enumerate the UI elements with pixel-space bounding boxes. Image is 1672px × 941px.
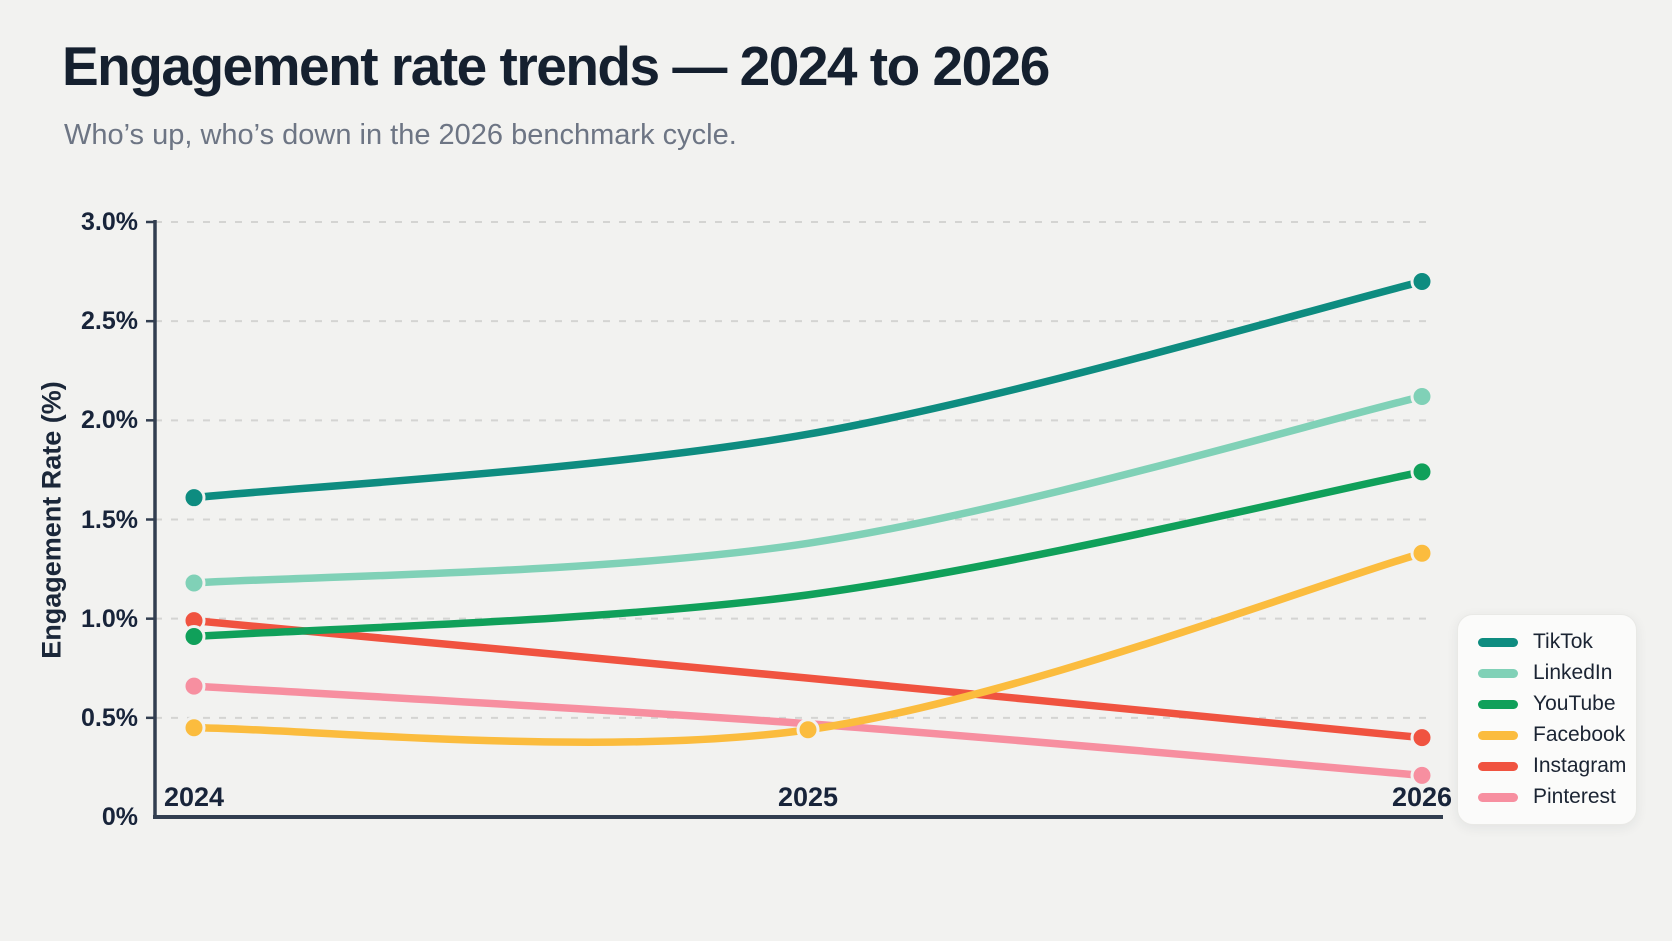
- legend-label: Pinterest: [1533, 785, 1616, 808]
- legend-item-facebook: Facebook: [1478, 723, 1625, 746]
- series-line-tiktok: [190, 277, 1426, 502]
- series-dot-instagram: [1410, 726, 1434, 750]
- y-tick-label: 2.0%: [81, 406, 138, 435]
- y-tick-label: 1.5%: [81, 505, 138, 534]
- x-tick-label: 2024: [163, 782, 225, 812]
- legend-item-pinterest: Pinterest: [1478, 785, 1616, 808]
- x-tick-label: 2025: [777, 782, 839, 812]
- y-tick-label: 0.5%: [81, 703, 138, 732]
- series-dot-pinterest: [1410, 763, 1434, 787]
- series-dot-pinterest: [182, 674, 206, 698]
- legend-label: LinkedIn: [1533, 661, 1613, 684]
- series-dot-youtube: [1410, 460, 1434, 484]
- legend-label: Facebook: [1533, 723, 1626, 746]
- series-dot-tiktok: [1410, 270, 1434, 293]
- page-subtitle: Who’s up, who’s down in the 2026 benchma…: [64, 119, 737, 151]
- legend-swatch-instagram: [1478, 761, 1518, 771]
- page-title: Engagement rate trends — 2024 to 2026: [62, 35, 1050, 97]
- legend-item-instagram: Instagram: [1478, 754, 1626, 777]
- legend-label: Instagram: [1533, 754, 1627, 777]
- series-line-youtube: [190, 468, 1426, 641]
- legend-swatch-tiktok: [1478, 637, 1518, 647]
- legend-swatch-youtube: [1478, 699, 1518, 709]
- series-dot-facebook: [1410, 541, 1434, 565]
- legend-swatch-linkedin: [1478, 668, 1518, 678]
- series-dot-facebook: [182, 716, 206, 740]
- series-dot-linkedin: [1410, 385, 1434, 409]
- y-tick-label: 1.0%: [81, 604, 138, 633]
- series-dot-linkedin: [182, 571, 206, 595]
- series-line-instagram: [190, 616, 1426, 742]
- legend-items: TikTok LinkedIn YouTube Facebook Instagram Pi…: [1478, 630, 1626, 808]
- legend-item-youtube: YouTube: [1478, 692, 1616, 715]
- x-tick-label: 2026: [1391, 782, 1453, 812]
- series-dot-facebook: [796, 718, 820, 742]
- legend-swatch-facebook: [1478, 730, 1518, 740]
- legend-label: YouTube: [1533, 692, 1616, 715]
- legend-label: TikTok: [1533, 630, 1593, 653]
- legend-swatch-pinterest: [1478, 792, 1518, 802]
- legend: TikTok LinkedIn YouTube Facebook Instagram Pi…: [1457, 614, 1637, 825]
- series-line-facebook: [190, 549, 1426, 746]
- y-tick-label: 3.0%: [81, 208, 138, 236]
- legend-item-tiktok: TikTok: [1478, 630, 1616, 653]
- series-line-linkedin: [190, 392, 1426, 587]
- legend-item-linkedin: LinkedIn: [1478, 661, 1616, 684]
- y-tick-label: 2.5%: [81, 307, 138, 336]
- series-dot-tiktok: [182, 486, 206, 510]
- series-dot-youtube: [182, 625, 206, 649]
- y-tick-label: 0%: [101, 803, 138, 831]
